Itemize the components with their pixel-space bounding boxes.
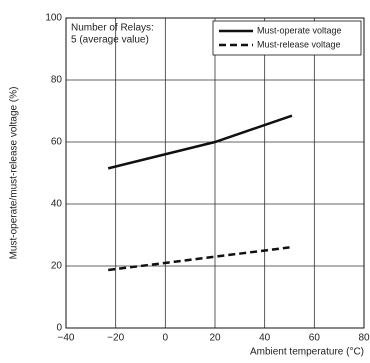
- legend-box: [212, 20, 362, 56]
- x-tick-label: 80: [358, 333, 370, 344]
- y-tick-label: 60: [51, 137, 63, 148]
- data-line: [108, 246, 290, 272]
- x-tick-label: −20: [107, 333, 124, 344]
- y-tick-label: 20: [51, 261, 63, 272]
- x-tick-label: −40: [58, 333, 75, 344]
- y-tick-label: 0: [56, 323, 62, 334]
- legend-label: Must-operate voltage: [257, 25, 342, 35]
- y-tick-label: 100: [45, 13, 62, 24]
- x-axis-label: Ambient temperature (°C): [250, 347, 364, 358]
- plot-frame: [65, 17, 365, 329]
- x-tick-label: 0: [163, 333, 169, 344]
- legend-label: Must-release voltage: [257, 39, 341, 49]
- data-line: [107, 114, 293, 170]
- x-tick-label: 20: [209, 333, 221, 344]
- annotation: Number of Relays:: [71, 23, 154, 34]
- y-tick-label: 40: [51, 199, 63, 210]
- annotation: 5 (average value): [71, 35, 149, 46]
- y-tick-label: 80: [51, 75, 63, 86]
- x-tick-label: 60: [309, 333, 321, 344]
- x-tick-label: 40: [259, 333, 271, 344]
- y-axis-label: Must-operate/must-release voltage (%): [9, 87, 20, 260]
